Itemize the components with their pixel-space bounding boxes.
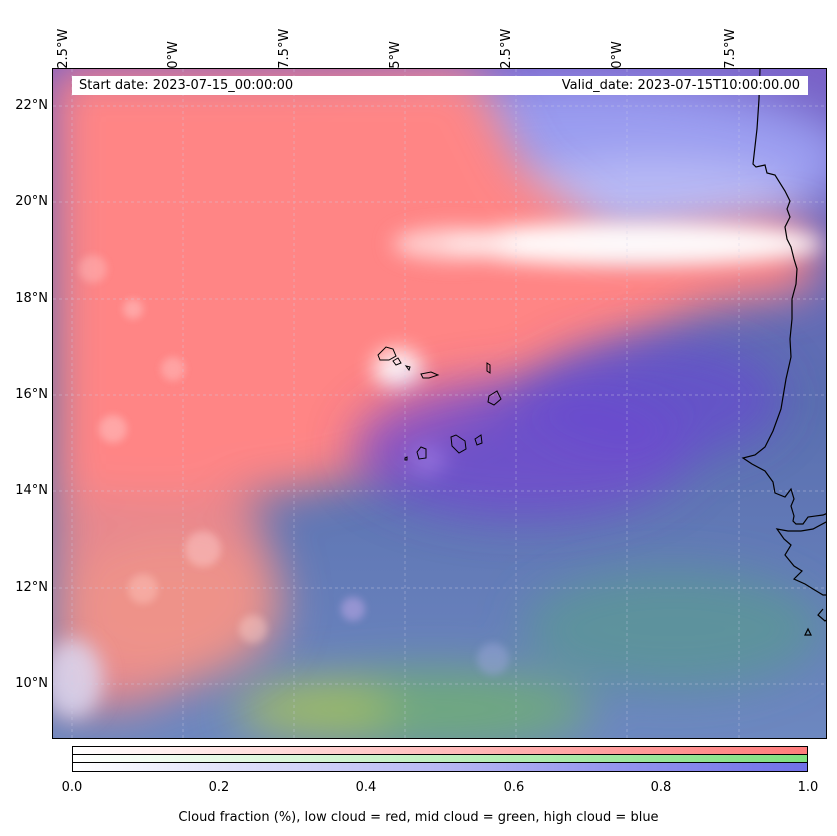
colorbar-tick: 0.4 <box>355 780 377 795</box>
lat-label: 16°N <box>15 387 48 402</box>
cloud-fraction-map[interactable] <box>52 68 827 739</box>
valid-date-label: Valid_date: 2023-07-15T10:00:00.00 <box>561 78 800 93</box>
lat-label: 14°N <box>15 483 48 498</box>
lat-label: 22°N <box>15 98 48 113</box>
colorbar-mid-cloud <box>73 755 807 763</box>
colorbar-tick: 1.0 <box>797 780 819 795</box>
mid-cloud-layer <box>233 569 823 738</box>
high-cloud-band <box>353 339 783 519</box>
lat-label: 12°N <box>15 580 48 595</box>
lat-label: 10°N <box>15 676 48 691</box>
colorbar-tick: 0.0 <box>61 780 83 795</box>
map-canvas <box>53 69 826 738</box>
cape-verde-islands <box>377 346 502 461</box>
clear-sky-patches <box>53 222 823 719</box>
colorbar-tick: 0.8 <box>650 780 672 795</box>
start-date-label: Start date: 2023-07-15_00:00:00 <box>79 78 294 93</box>
colorbar-high-cloud <box>73 763 807 771</box>
african-coastline <box>741 69 826 636</box>
colorbar-tick: 0.6 <box>503 780 525 795</box>
lat-label: 20°N <box>15 194 48 209</box>
info-bar: Start date: 2023-07-15_00:00:00 Valid_da… <box>72 76 808 95</box>
lat-label: 18°N <box>15 291 48 306</box>
graticule <box>53 69 826 738</box>
colorbar-title: Cloud fraction (%), low cloud = red, mid… <box>178 810 659 825</box>
colorbar-tick: 0.2 <box>208 780 230 795</box>
colorbar <box>72 746 808 772</box>
low-cloud-layer <box>53 69 813 709</box>
cloud-texture <box>79 255 509 675</box>
colorbar-low-cloud <box>73 747 807 755</box>
